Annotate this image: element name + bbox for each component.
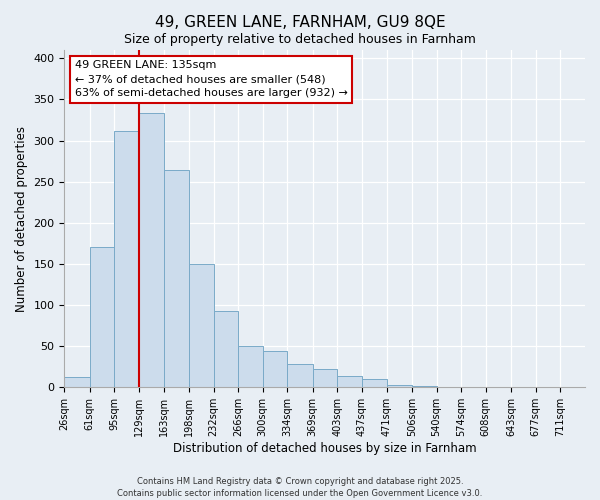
Bar <box>189 264 214 388</box>
Text: Contains HM Land Registry data © Crown copyright and database right 2025.
Contai: Contains HM Land Registry data © Crown c… <box>118 476 482 498</box>
Bar <box>461 386 486 388</box>
Bar <box>412 386 437 388</box>
Text: Size of property relative to detached houses in Farnham: Size of property relative to detached ho… <box>124 32 476 46</box>
Text: 49 GREEN LANE: 135sqm
← 37% of detached houses are smaller (548)
63% of semi-det: 49 GREEN LANE: 135sqm ← 37% of detached … <box>75 60 347 98</box>
Bar <box>313 369 337 388</box>
Text: 49, GREEN LANE, FARNHAM, GU9 8QE: 49, GREEN LANE, FARNHAM, GU9 8QE <box>155 15 445 30</box>
Bar <box>115 132 139 388</box>
Bar <box>362 379 386 388</box>
Bar <box>90 246 115 388</box>
Bar <box>386 385 412 388</box>
Bar <box>337 376 362 388</box>
Bar <box>164 170 189 388</box>
Y-axis label: Number of detached properties: Number of detached properties <box>15 126 28 312</box>
Bar <box>536 386 560 388</box>
Bar <box>64 376 90 388</box>
Bar <box>139 114 164 388</box>
Bar <box>263 351 287 388</box>
Bar <box>437 386 461 388</box>
Bar <box>214 311 238 388</box>
Bar <box>287 364 313 388</box>
Bar <box>238 346 263 388</box>
X-axis label: Distribution of detached houses by size in Farnham: Distribution of detached houses by size … <box>173 442 476 455</box>
